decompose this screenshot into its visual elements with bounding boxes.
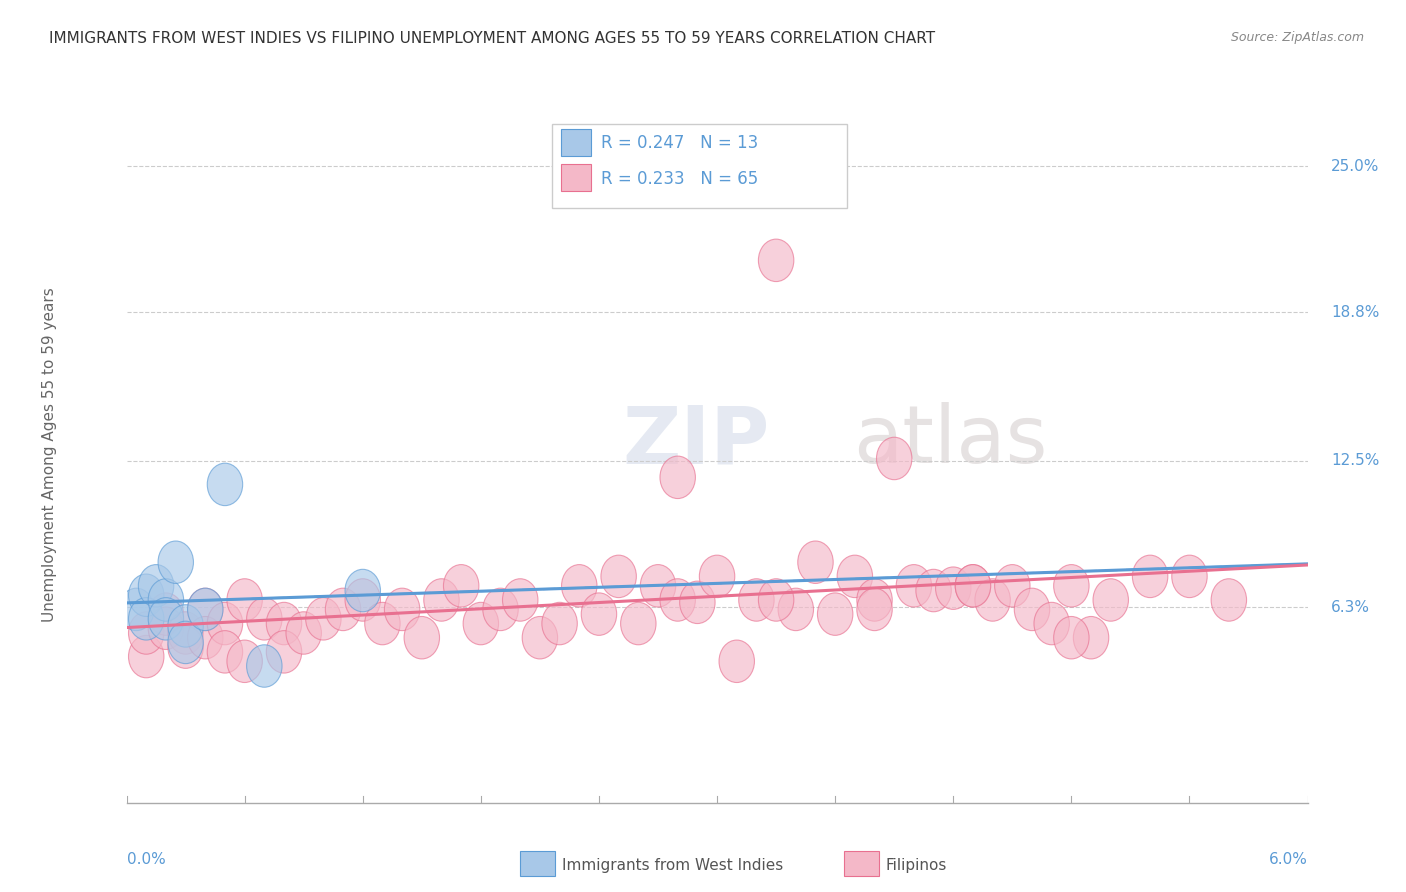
- Ellipse shape: [266, 631, 302, 673]
- Ellipse shape: [876, 437, 912, 480]
- Ellipse shape: [157, 541, 194, 583]
- Text: atlas: atlas: [853, 402, 1047, 480]
- Ellipse shape: [167, 626, 204, 668]
- Ellipse shape: [404, 616, 440, 659]
- Ellipse shape: [128, 612, 165, 654]
- Ellipse shape: [1073, 616, 1109, 659]
- Ellipse shape: [305, 598, 342, 640]
- Ellipse shape: [738, 579, 775, 621]
- FancyBboxPatch shape: [561, 129, 591, 156]
- Ellipse shape: [896, 565, 932, 607]
- Ellipse shape: [423, 579, 460, 621]
- Ellipse shape: [463, 602, 499, 645]
- Ellipse shape: [659, 456, 696, 499]
- Ellipse shape: [600, 555, 637, 598]
- Text: Immigrants from West Indies: Immigrants from West Indies: [562, 858, 783, 872]
- Ellipse shape: [148, 579, 184, 621]
- Ellipse shape: [640, 565, 676, 607]
- Text: Unemployment Among Ages 55 to 59 years: Unemployment Among Ages 55 to 59 years: [42, 287, 58, 623]
- Ellipse shape: [699, 555, 735, 598]
- Ellipse shape: [226, 579, 263, 621]
- Ellipse shape: [187, 588, 224, 631]
- Ellipse shape: [325, 588, 361, 631]
- Ellipse shape: [364, 602, 401, 645]
- Ellipse shape: [344, 579, 381, 621]
- Ellipse shape: [1033, 602, 1070, 645]
- Ellipse shape: [581, 593, 617, 635]
- Ellipse shape: [226, 640, 263, 682]
- Text: 0.0%: 0.0%: [127, 852, 166, 866]
- Ellipse shape: [915, 569, 952, 612]
- Ellipse shape: [128, 598, 165, 640]
- Ellipse shape: [1211, 579, 1247, 621]
- FancyBboxPatch shape: [561, 164, 591, 191]
- Ellipse shape: [541, 602, 578, 645]
- Ellipse shape: [522, 616, 558, 659]
- Ellipse shape: [148, 593, 184, 635]
- Text: 6.0%: 6.0%: [1268, 852, 1308, 866]
- Ellipse shape: [659, 579, 696, 621]
- Ellipse shape: [167, 612, 204, 654]
- Ellipse shape: [1053, 616, 1090, 659]
- Ellipse shape: [246, 598, 283, 640]
- Text: 12.5%: 12.5%: [1331, 453, 1379, 468]
- Ellipse shape: [266, 602, 302, 645]
- Ellipse shape: [1171, 555, 1208, 598]
- Ellipse shape: [994, 565, 1031, 607]
- Text: R = 0.233   N = 65: R = 0.233 N = 65: [602, 169, 759, 187]
- Ellipse shape: [118, 588, 155, 631]
- Ellipse shape: [187, 616, 224, 659]
- Ellipse shape: [935, 567, 972, 609]
- Text: 18.8%: 18.8%: [1331, 305, 1379, 319]
- Ellipse shape: [620, 602, 657, 645]
- Ellipse shape: [138, 565, 174, 607]
- Ellipse shape: [207, 602, 243, 645]
- Ellipse shape: [187, 588, 224, 631]
- Ellipse shape: [344, 569, 381, 612]
- Text: ZIP: ZIP: [623, 402, 770, 480]
- FancyBboxPatch shape: [551, 124, 846, 208]
- Ellipse shape: [148, 598, 184, 640]
- Ellipse shape: [1014, 588, 1050, 631]
- Ellipse shape: [207, 631, 243, 673]
- Text: Source: ZipAtlas.com: Source: ZipAtlas.com: [1230, 31, 1364, 45]
- Ellipse shape: [758, 579, 794, 621]
- Ellipse shape: [679, 581, 716, 624]
- Ellipse shape: [797, 541, 834, 583]
- Ellipse shape: [128, 574, 165, 616]
- Ellipse shape: [718, 640, 755, 682]
- Ellipse shape: [837, 555, 873, 598]
- Ellipse shape: [285, 612, 322, 654]
- Text: Filipinos: Filipinos: [886, 858, 948, 872]
- Ellipse shape: [482, 588, 519, 631]
- Ellipse shape: [207, 463, 243, 506]
- Ellipse shape: [856, 588, 893, 631]
- Ellipse shape: [955, 565, 991, 607]
- Ellipse shape: [1092, 579, 1129, 621]
- Ellipse shape: [778, 588, 814, 631]
- Ellipse shape: [817, 593, 853, 635]
- Ellipse shape: [443, 565, 479, 607]
- Text: IMMIGRANTS FROM WEST INDIES VS FILIPINO UNEMPLOYMENT AMONG AGES 55 TO 59 YEARS C: IMMIGRANTS FROM WEST INDIES VS FILIPINO …: [49, 31, 935, 46]
- Ellipse shape: [128, 635, 165, 678]
- Ellipse shape: [1053, 565, 1090, 607]
- Ellipse shape: [561, 565, 598, 607]
- Ellipse shape: [246, 645, 283, 687]
- Ellipse shape: [974, 579, 1011, 621]
- Ellipse shape: [384, 588, 420, 631]
- Ellipse shape: [758, 239, 794, 282]
- Text: 25.0%: 25.0%: [1331, 159, 1379, 174]
- Text: 6.3%: 6.3%: [1331, 599, 1371, 615]
- Ellipse shape: [167, 621, 204, 664]
- Ellipse shape: [502, 579, 538, 621]
- Ellipse shape: [955, 565, 991, 607]
- Ellipse shape: [1132, 555, 1168, 598]
- Ellipse shape: [167, 605, 204, 647]
- Text: R = 0.247   N = 13: R = 0.247 N = 13: [602, 134, 759, 152]
- Ellipse shape: [148, 607, 184, 649]
- Ellipse shape: [856, 579, 893, 621]
